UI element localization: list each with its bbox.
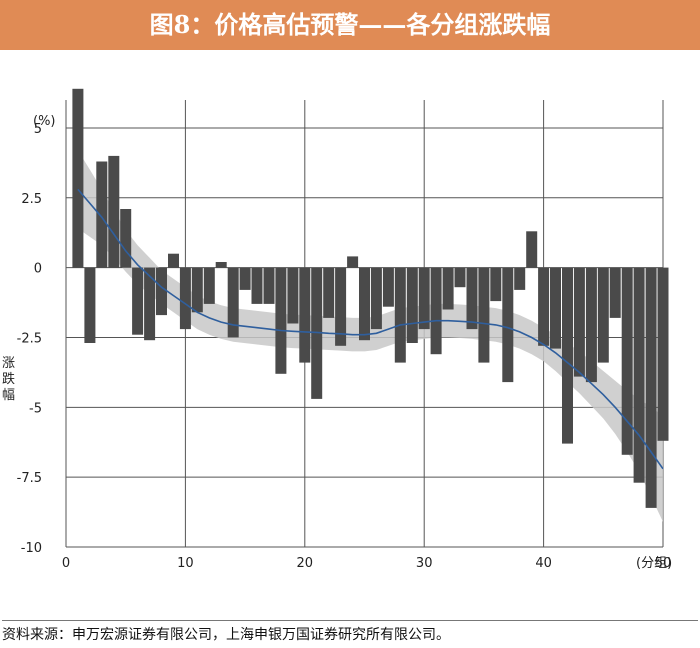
bar: [382, 267, 394, 307]
bar-series: [72, 88, 669, 508]
bar: [132, 267, 144, 335]
confidence-band-area: [77, 150, 663, 522]
bar: [203, 267, 215, 304]
source-note: 资料来源：申万宏源证券有限公司，上海申银万国证券研究所有限公司。: [2, 620, 698, 644]
y-axis-label-char: 幅: [2, 388, 15, 403]
bar: [144, 267, 156, 341]
y-axis-label: 涨跌幅: [2, 356, 15, 403]
bar: [550, 267, 561, 349]
bar: [335, 267, 347, 346]
bar: [418, 267, 430, 330]
y-unit-label: (%): [33, 114, 56, 129]
bar: [514, 267, 526, 290]
bar: [120, 209, 132, 268]
y-axis-label-char: 跌: [2, 371, 15, 387]
bar: [370, 267, 382, 330]
bar: [430, 267, 442, 355]
x-axis-label: (分组): [636, 556, 672, 571]
bar: [323, 267, 335, 318]
y-tick-label: 2.5: [21, 192, 42, 207]
y-tick-label: -7.5: [17, 471, 42, 486]
bar: [573, 267, 585, 377]
bar: [227, 267, 239, 338]
bar: [490, 267, 502, 302]
bar: [394, 267, 406, 363]
bar: [406, 267, 418, 343]
bar: [215, 262, 227, 268]
trend-polyline: [77, 188, 664, 470]
bar: [311, 267, 323, 399]
bar: [645, 267, 657, 508]
chart-area: 52.50-2.5-5-7.5-10 0 10 20 30 40 50 (%) (分组) …: [2, 88, 672, 571]
bar: [538, 267, 550, 346]
bar: [359, 267, 370, 341]
bar: [96, 161, 108, 268]
bar: [275, 267, 287, 374]
bar: [454, 267, 466, 288]
x-tick-label: 50: [655, 556, 672, 571]
bar: [347, 256, 359, 268]
y-tick-label: -5: [29, 401, 42, 416]
bar: [621, 267, 633, 455]
x-tick-label: 0: [62, 556, 70, 571]
bar: [156, 267, 167, 316]
bar: [263, 267, 275, 304]
bar: [84, 267, 96, 343]
bar: [526, 231, 538, 268]
y-tick-label: 0: [34, 262, 42, 277]
bar: [633, 267, 645, 483]
bar: [478, 267, 490, 363]
bar: [72, 88, 84, 268]
x-tick-label: 20: [297, 556, 314, 571]
confidence-band: [77, 150, 663, 522]
bar: [299, 267, 311, 363]
y-tick-label: 5: [34, 122, 42, 137]
bar: [108, 155, 120, 268]
y-tick-label: -10: [21, 541, 42, 556]
bar: [609, 267, 621, 318]
bar: [597, 267, 609, 363]
x-tick-label: 30: [416, 556, 433, 571]
x-tick-labels: 0 10 20 30 40 50: [62, 556, 671, 571]
bar: [562, 267, 573, 444]
bar: [179, 267, 191, 330]
bar: [442, 267, 454, 310]
bar: [585, 267, 597, 383]
bar: [168, 253, 179, 268]
y-axis-label-char: 涨: [2, 356, 15, 371]
bar: [287, 267, 299, 324]
bar: [657, 267, 669, 441]
chart-title: 图8：价格高估预警——各分组涨跌幅: [0, 0, 700, 50]
bar: [502, 267, 514, 383]
y-tick-label: -2.5: [17, 331, 42, 346]
y-tick-labels: 5 2.5 0 -2.5 -5 -7.5 -10: [17, 122, 42, 556]
x-tick-label: 10: [177, 556, 194, 571]
bar: [251, 267, 263, 304]
bar: [239, 267, 251, 290]
bar: [191, 267, 203, 313]
x-tick-label: 40: [535, 556, 552, 571]
bar: [466, 267, 478, 330]
trend-line: [77, 188, 664, 470]
